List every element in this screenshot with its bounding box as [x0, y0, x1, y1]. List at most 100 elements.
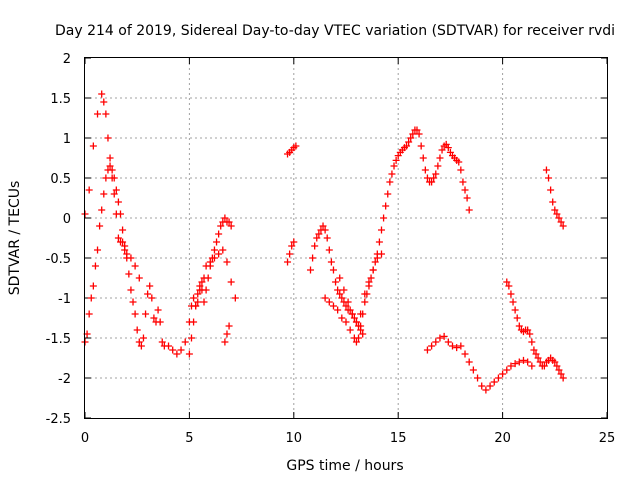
series-track-10 — [423, 332, 536, 394]
data-point — [102, 174, 110, 182]
data-point — [104, 134, 112, 142]
data-point — [85, 310, 93, 318]
data-point — [177, 346, 185, 354]
data-point — [494, 374, 502, 382]
data-point — [116, 210, 124, 218]
data-point — [557, 370, 565, 378]
y-axis-label: SDTVAR / TECUs — [7, 181, 23, 296]
data-point — [225, 218, 233, 226]
data-point — [129, 298, 137, 306]
data-point — [540, 362, 548, 370]
data-point — [110, 190, 118, 198]
y-tick-label: 1 — [63, 132, 71, 147]
data-point — [559, 222, 567, 230]
data-point — [373, 254, 381, 262]
data-point — [325, 298, 333, 306]
data-point — [292, 142, 300, 150]
data-point — [213, 238, 221, 246]
data-point — [137, 342, 145, 350]
y-tick-label: -2.5 — [46, 412, 71, 427]
data-point — [100, 98, 108, 106]
data-point — [457, 166, 465, 174]
data-point — [98, 90, 106, 98]
data-point — [534, 354, 542, 362]
data-point — [187, 334, 195, 342]
data-point — [340, 286, 348, 294]
series-track-7 — [307, 222, 367, 338]
data-point — [524, 358, 532, 366]
data-point — [221, 214, 229, 222]
data-point — [119, 238, 127, 246]
data-point — [359, 330, 367, 338]
y-tick-label: 0.5 — [50, 172, 71, 187]
y-tick-label: -0.5 — [46, 252, 71, 267]
data-point — [202, 286, 210, 294]
data-point — [409, 130, 417, 138]
data-point — [428, 178, 436, 186]
data-point — [108, 166, 116, 174]
data-point — [417, 142, 425, 150]
data-point — [528, 338, 536, 346]
data-point — [227, 222, 235, 230]
data-point — [348, 310, 356, 318]
data-point — [553, 210, 561, 218]
data-point — [530, 346, 538, 354]
data-point — [528, 362, 536, 370]
data-point — [342, 302, 350, 310]
data-point — [190, 294, 198, 302]
data-point — [106, 162, 114, 170]
data-point — [173, 350, 181, 358]
data-point — [185, 350, 193, 358]
data-point — [448, 342, 456, 350]
data-point — [100, 190, 108, 198]
plot-frame — [84, 57, 608, 419]
data-point — [169, 346, 177, 354]
data-point — [553, 362, 561, 370]
data-point — [146, 282, 154, 290]
data-point — [507, 290, 515, 298]
data-point — [423, 346, 431, 354]
data-point — [89, 282, 97, 290]
data-point — [549, 198, 557, 206]
data-point — [503, 366, 511, 374]
y-tick-label: -2 — [58, 372, 71, 387]
data-point — [181, 338, 189, 346]
data-point — [519, 356, 527, 364]
data-point — [290, 238, 298, 246]
data-point — [223, 330, 231, 338]
y-tick-label: -1 — [58, 292, 71, 307]
data-point — [106, 154, 114, 162]
data-point — [342, 318, 350, 326]
data-point — [453, 344, 461, 352]
data-point — [361, 290, 369, 298]
data-point — [367, 274, 375, 282]
data-point — [459, 178, 467, 186]
data-point — [419, 154, 427, 162]
data-point — [499, 370, 507, 378]
data-point — [490, 378, 498, 386]
data-point — [457, 342, 465, 350]
data-point — [307, 266, 315, 274]
data-point — [545, 174, 553, 182]
data-point — [384, 190, 392, 198]
data-point — [432, 170, 440, 178]
data-point — [194, 298, 202, 306]
data-point — [377, 226, 385, 234]
data-point — [405, 138, 413, 146]
data-point — [144, 290, 152, 298]
data-point — [221, 338, 229, 346]
data-point — [503, 278, 511, 286]
data-point — [465, 206, 473, 214]
data-point — [114, 198, 122, 206]
data-point — [127, 286, 135, 294]
data-point — [444, 338, 452, 346]
data-point — [286, 250, 294, 258]
data-point — [413, 126, 421, 134]
data-point — [444, 144, 452, 152]
series-track-12 — [542, 166, 567, 230]
data-point — [332, 278, 340, 286]
data-point — [365, 278, 373, 286]
x-tick-label: 25 — [599, 431, 616, 446]
data-point — [329, 266, 337, 274]
